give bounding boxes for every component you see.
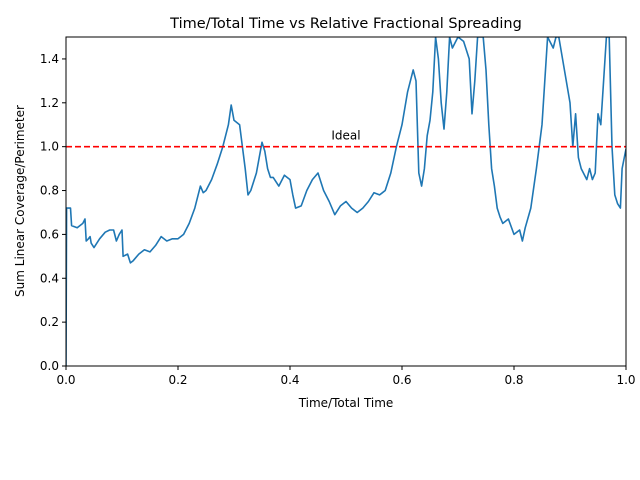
x-axis-ticks: 0.0 0.2 0.4 0.6 0.8 1.0: [56, 366, 636, 387]
y-tick-label: 0.0: [40, 359, 59, 373]
data-series-line: [66, 37, 626, 366]
x-axis-label: Time/Total Time: [298, 396, 394, 410]
y-axis-ticks: 0.0 0.2 0.4 0.6 0.8 1.0 1.2 1.4: [40, 52, 66, 373]
x-tick-label: 0.6: [392, 373, 411, 387]
y-axis-label: Sum Linear Coverage/Perimeter: [13, 105, 27, 297]
x-tick-label: 0.4: [280, 373, 299, 387]
y-tick-label: 1.0: [40, 140, 59, 154]
y-tick-label: 0.6: [40, 227, 59, 241]
ideal-annotation: Ideal: [331, 129, 360, 143]
chart-title: Time/Total Time vs Relative Fractional S…: [169, 16, 522, 32]
plot-frame: [65, 36, 627, 367]
x-tick-label: 0.8: [504, 373, 523, 387]
y-tick-label: 1.2: [40, 96, 59, 110]
y-tick-label: 1.4: [40, 52, 59, 66]
x-tick-label: 0.0: [56, 373, 75, 387]
y-tick-label: 0.4: [40, 271, 59, 285]
x-tick-label: 1.0: [616, 373, 635, 387]
y-tick-label: 0.2: [40, 315, 59, 329]
y-tick-label: 0.8: [40, 184, 59, 198]
x-tick-label: 0.2: [168, 373, 187, 387]
